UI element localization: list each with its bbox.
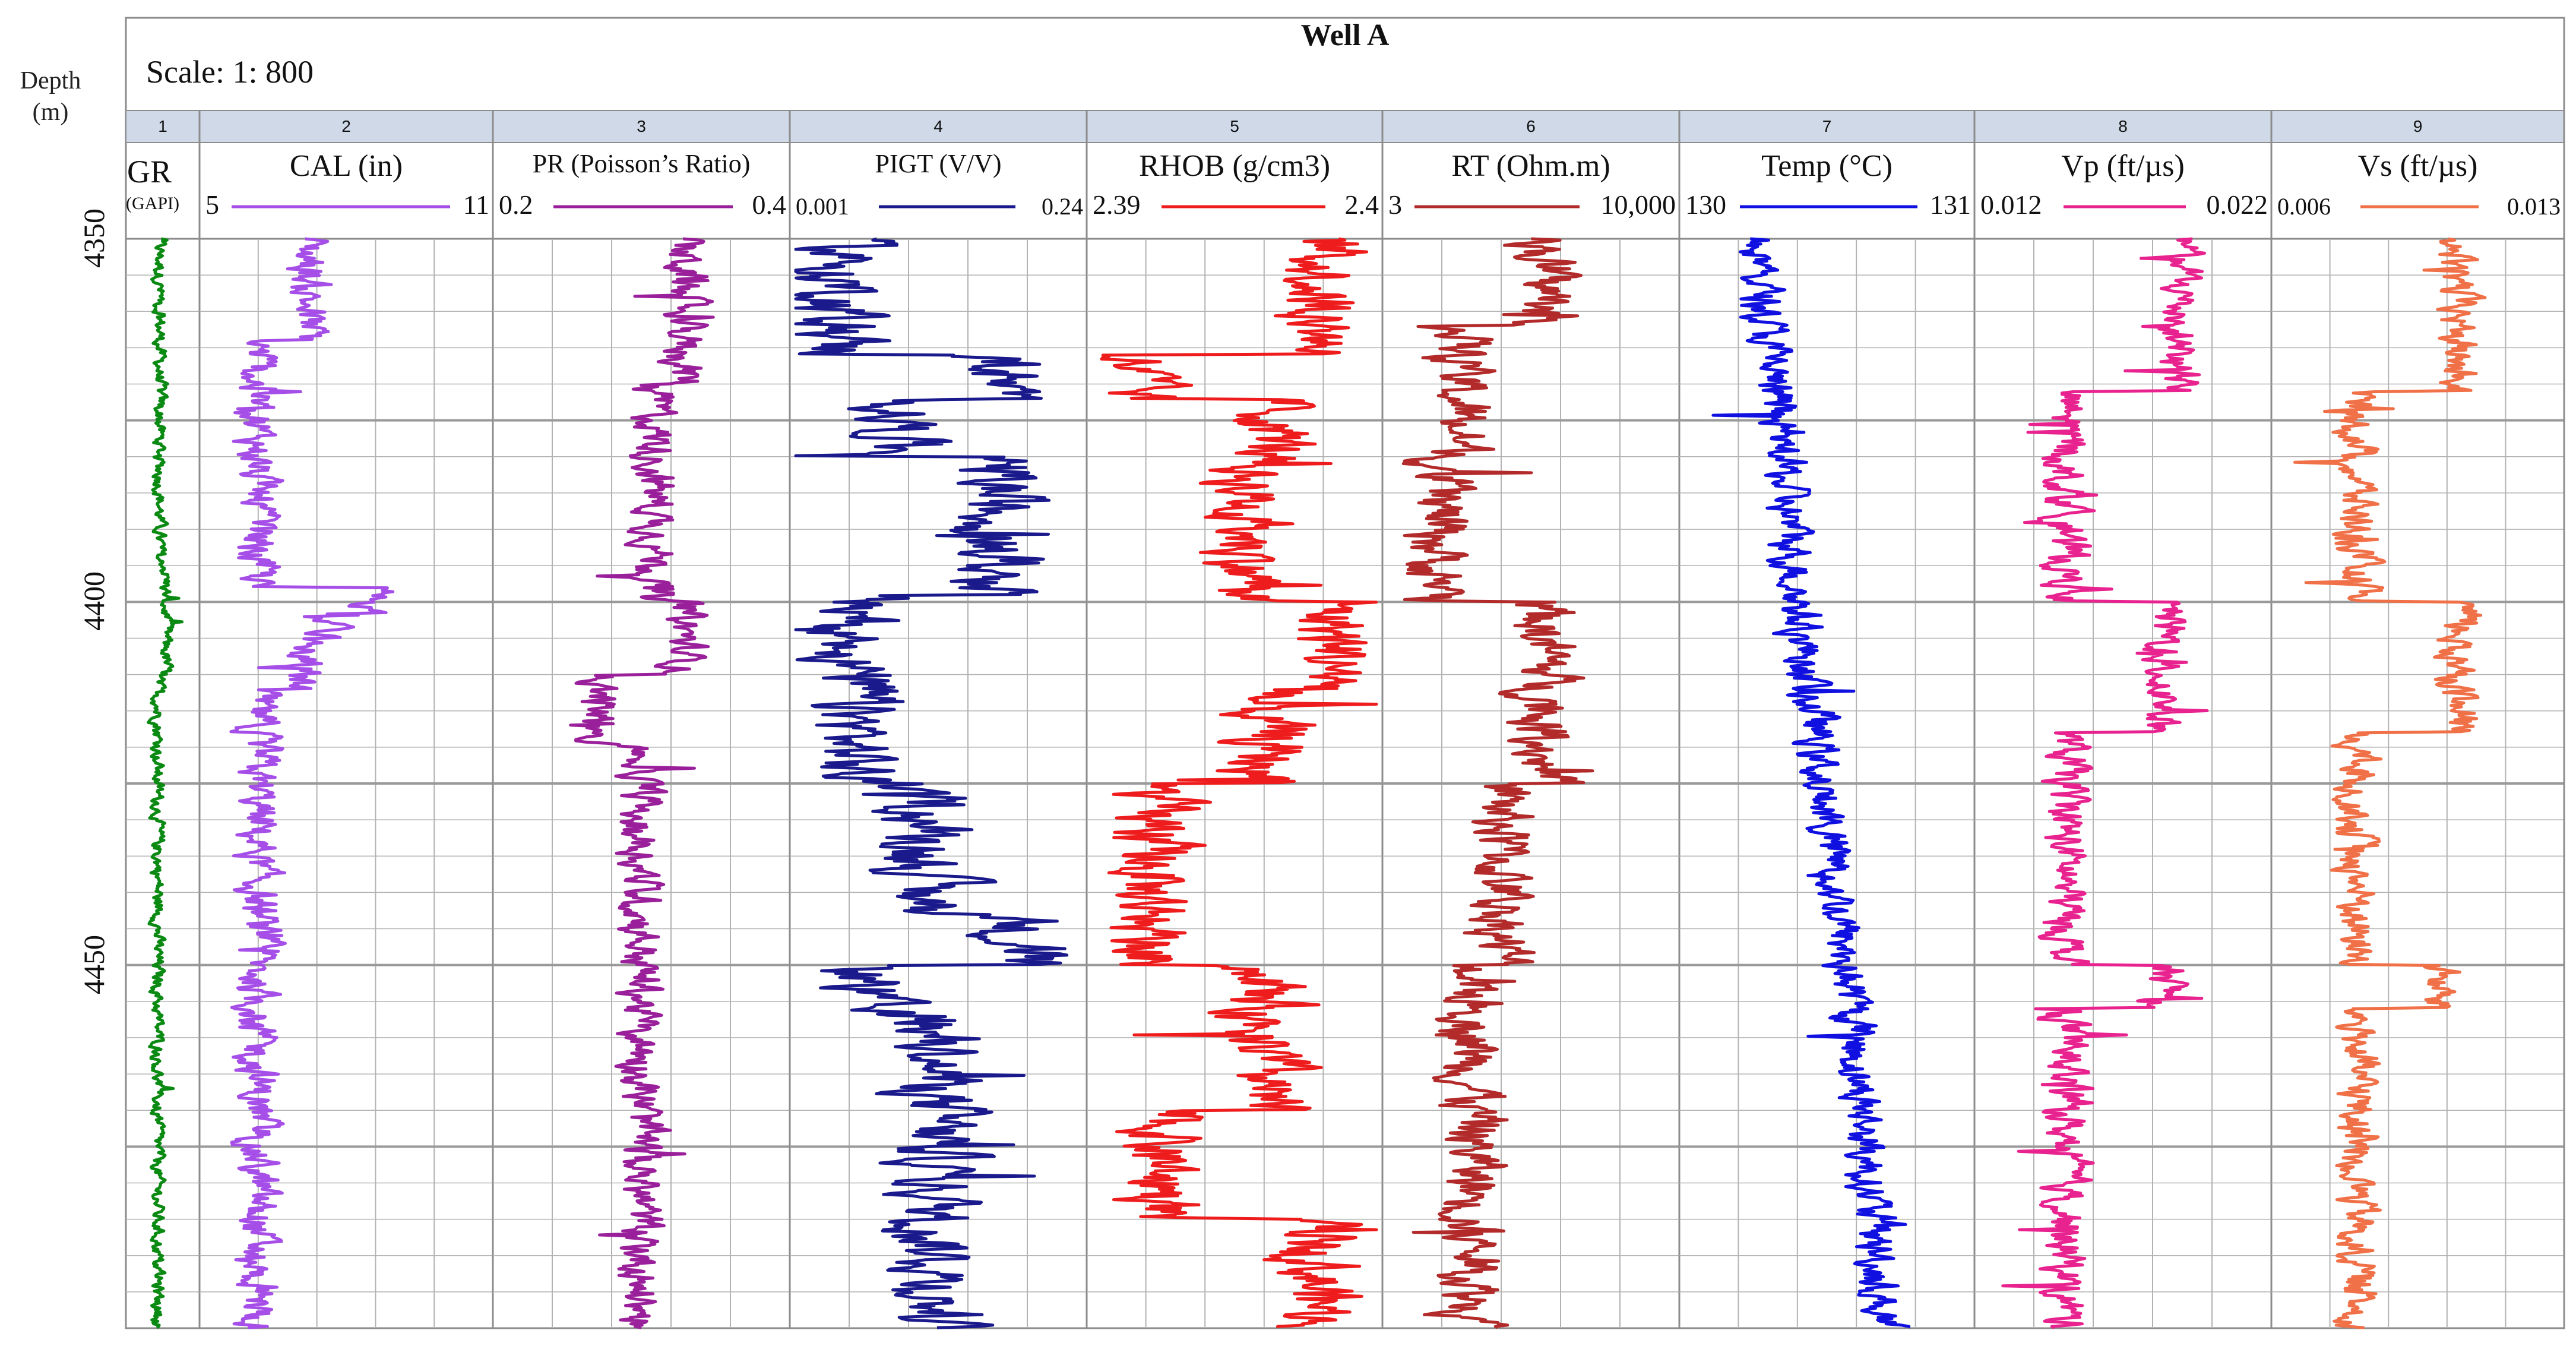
track-max: 0.4	[752, 189, 787, 220]
track-min: 2.39	[1093, 189, 1141, 220]
track-number: 5	[1230, 117, 1239, 135]
track-number: 1	[158, 117, 167, 135]
track-min: 0.2	[499, 189, 533, 220]
track-max: 2.4	[1344, 189, 1379, 220]
track-min: 3	[1388, 189, 1402, 220]
depth-axis-title: Depth (m)	[6, 65, 95, 128]
track-max: 0.022	[2206, 189, 2268, 220]
curve-rhob	[1100, 237, 1378, 1328]
track-min: 130	[1685, 189, 1726, 220]
curve-gr	[147, 237, 184, 1329]
curve-rt	[1401, 237, 1594, 1329]
track-number: 3	[637, 117, 646, 135]
track-name: GR	[127, 154, 172, 189]
track-min: 5	[205, 189, 219, 220]
track-name: RT (Ohm.m)	[1451, 149, 1610, 183]
depth-tick-label: 4450	[77, 934, 110, 994]
track-name: Temp (°C)	[1761, 149, 1893, 183]
track-name: Vp (ft/µs)	[2061, 149, 2185, 183]
track-max: 131	[1930, 189, 1971, 220]
track-name: RHOB (g/cm3)	[1138, 149, 1331, 183]
depth-tick-label: 4400	[77, 571, 110, 631]
track-number: 4	[933, 117, 943, 135]
track-max: 11	[463, 189, 489, 220]
curve-vs	[2293, 237, 2487, 1329]
depth-label-line2: (m)	[32, 98, 69, 126]
track-unit: (GAPI)	[126, 194, 179, 213]
track-number: 8	[2118, 117, 2128, 135]
track-number: 9	[2413, 117, 2423, 135]
curve-cal	[229, 237, 395, 1329]
track-number-bar	[125, 110, 2565, 143]
curve-pigt	[794, 237, 1069, 1329]
track-number: 6	[1526, 117, 1536, 135]
curve-temp	[1711, 237, 1911, 1329]
track-min: 0.001	[796, 193, 849, 220]
track-name: CAL (in)	[289, 149, 403, 183]
track-name: PR (Poisson’s Ratio)	[532, 149, 751, 178]
track-min: 0.012	[1980, 189, 2042, 220]
depth-label-line1: Depth	[20, 67, 81, 94]
track-number: 2	[341, 117, 351, 135]
curve-pr	[569, 237, 715, 1329]
track-max: 0.013	[2507, 193, 2561, 220]
track-number: 7	[1822, 117, 1832, 135]
track-name: Vs (ft/µs)	[2357, 149, 2478, 183]
curve-vp	[2001, 237, 2209, 1329]
depth-tick-label: 4350	[77, 208, 110, 268]
track-max: 0.24	[1042, 193, 1083, 220]
track-max: 10,000	[1600, 189, 1676, 220]
track-min: 0.006	[2277, 193, 2331, 220]
track-name: PIGT (V/V)	[875, 149, 1002, 178]
well-title: Well A	[1300, 18, 1390, 52]
scale-label: Scale: 1: 800	[146, 54, 314, 90]
